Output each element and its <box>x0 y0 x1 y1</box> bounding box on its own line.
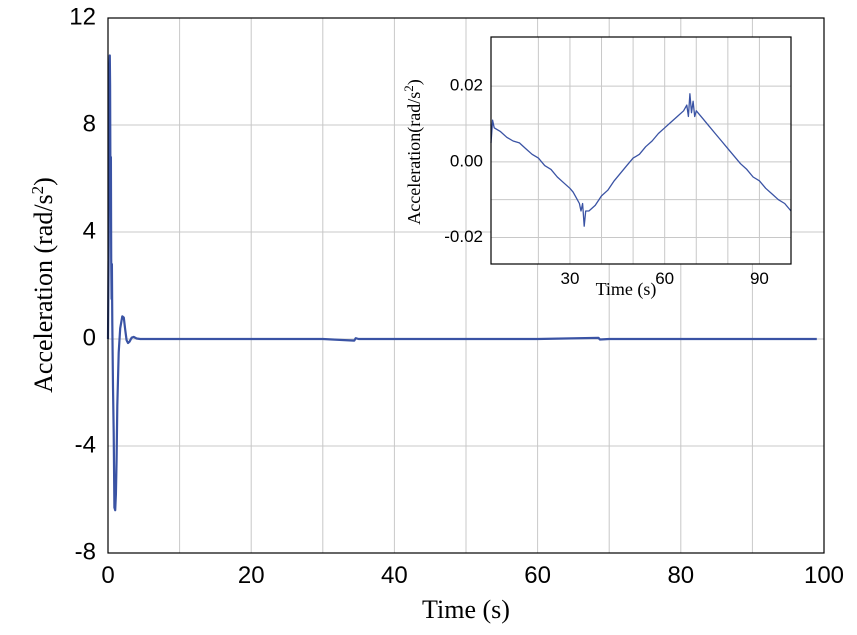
main-y-axis-title-close: ) <box>29 177 58 186</box>
inset-series-group <box>490 93 792 227</box>
main-plot-frame <box>107 17 825 554</box>
main-y-axis-title: Acceleration (rad/s2) <box>28 177 58 393</box>
main-x-tick-label: 0 <box>101 562 114 589</box>
main-y-tick-label: -4 <box>75 431 96 458</box>
inset-background <box>491 37 791 264</box>
main-y-tick-label: 4 <box>83 217 96 244</box>
inset-y-axis-title-close: ) <box>404 79 425 85</box>
inset-x-tick-label: 30 <box>560 269 579 288</box>
main-x-tick-label: 100 <box>804 562 844 589</box>
main-x-tick-label: 80 <box>667 562 694 589</box>
main-y-axis-title-text: Acceleration (rad/s <box>29 194 58 393</box>
inset-y-tick-label: 0.00 <box>450 151 483 170</box>
inset-y-tick-label: -0.02 <box>444 227 483 246</box>
main-x-axis-title: Time (s) <box>422 595 510 624</box>
inset-tick-labels: 30 60 90 0.02 0.00 -0.02 <box>444 76 769 288</box>
main-series-group <box>106 54 817 512</box>
main-x-tick-label: 60 <box>524 562 551 589</box>
inset-x-axis-title: Time (s) <box>596 279 657 300</box>
main-x-tick-label: 20 <box>238 562 265 589</box>
inset-y-axis-title-text: Acceleration(rad/s <box>404 92 425 225</box>
main-y-tick-label: 0 <box>83 324 96 351</box>
inset-x-tick-label: 60 <box>655 269 674 288</box>
main-y-axis-title-sup: 2 <box>28 186 47 195</box>
inset-x-tick-label: 90 <box>750 269 769 288</box>
main-y-tick-label: 12 <box>69 3 96 30</box>
main-x-tick-label: 40 <box>381 562 408 589</box>
inset-y-tick-label: 0.02 <box>450 76 483 95</box>
inset-y-axis-title: Acceleration(rad/s2) <box>401 79 425 224</box>
main-y-tick-label: 8 <box>83 110 96 137</box>
inset-series-line <box>490 93 792 227</box>
inset-y-axis-title-sup: 2 <box>401 85 416 92</box>
main-series-line <box>106 54 817 512</box>
inset-plot-frame <box>490 36 792 265</box>
main-y-tick-label: -8 <box>75 538 96 565</box>
